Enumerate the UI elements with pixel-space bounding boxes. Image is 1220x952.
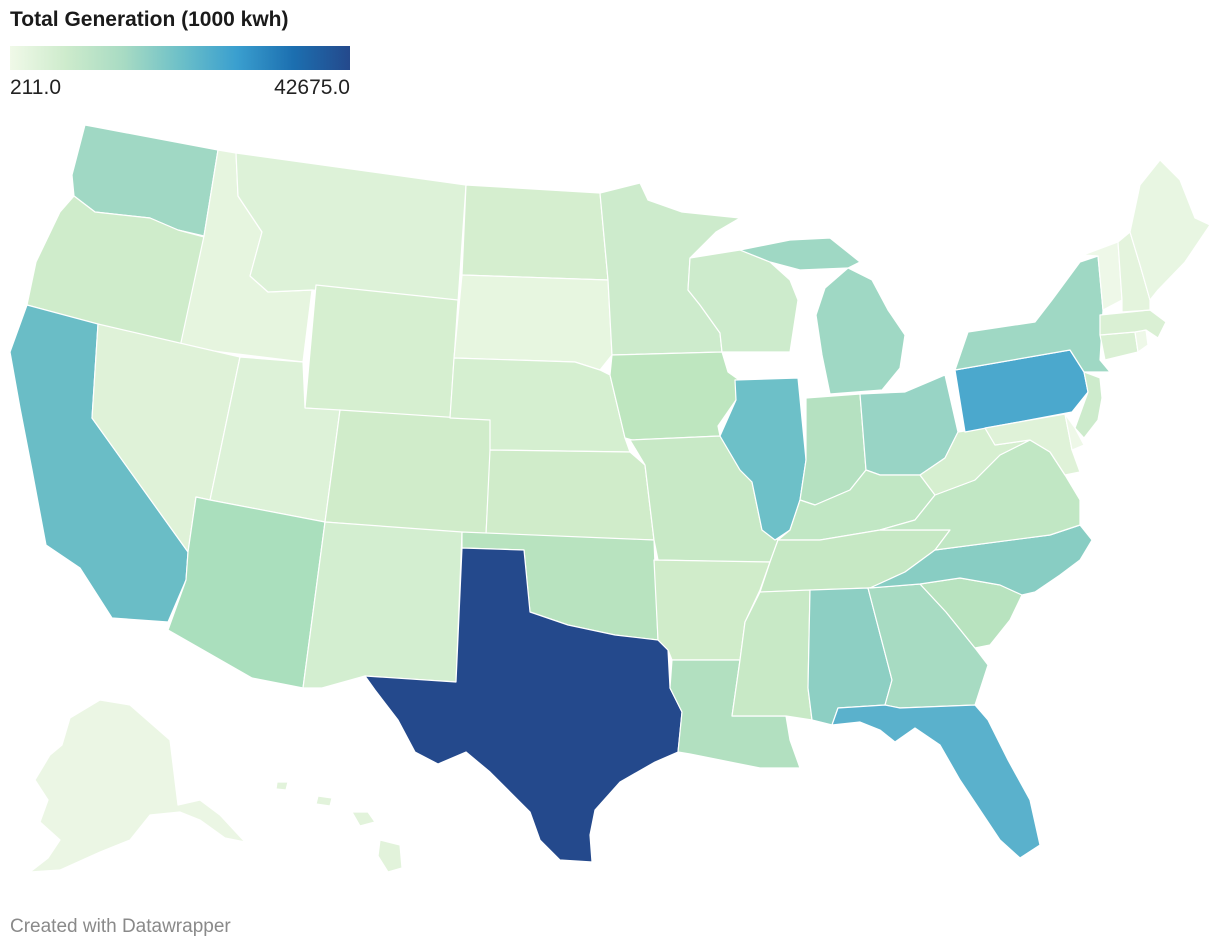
state-CO[interactable]: [324, 409, 493, 536]
state-KS[interactable]: [485, 449, 655, 541]
state-ND[interactable]: [461, 184, 609, 281]
state-NJ[interactable]: [1074, 371, 1103, 439]
state-NM[interactable]: [302, 521, 463, 689]
state-DE[interactable]: [1064, 413, 1085, 451]
state-CT[interactable]: [1099, 331, 1139, 361]
state-MA[interactable]: [1099, 309, 1167, 339]
state-IL[interactable]: [719, 377, 807, 541]
state-FL[interactable]: [831, 704, 1041, 859]
state-IA[interactable]: [609, 351, 743, 441]
state-TX[interactable]: [364, 547, 683, 863]
state-MT[interactable]: [235, 152, 467, 303]
map-title: Total Generation (1000 kwh): [10, 8, 289, 31]
legend-min-label: 211.0: [10, 76, 61, 99]
state-AK[interactable]: [29, 699, 246, 873]
legend-max-label: 42675.0: [274, 76, 350, 99]
datawrapper-credit: Created with Datawrapper: [10, 916, 231, 937]
color-legend-bar: [10, 46, 350, 70]
state-NE[interactable]: [449, 357, 631, 453]
state-AZ[interactable]: [167, 496, 326, 689]
state-HI[interactable]: [275, 781, 403, 873]
state-RI[interactable]: [1134, 329, 1149, 353]
state-VT[interactable]: [1082, 241, 1123, 311]
state-SD[interactable]: [453, 274, 613, 371]
state-ME[interactable]: [1129, 159, 1211, 301]
state-MI[interactable]: [739, 237, 906, 395]
state-WY[interactable]: [304, 284, 459, 421]
state-layer: [9, 124, 1211, 873]
state-NY[interactable]: [954, 255, 1111, 373]
